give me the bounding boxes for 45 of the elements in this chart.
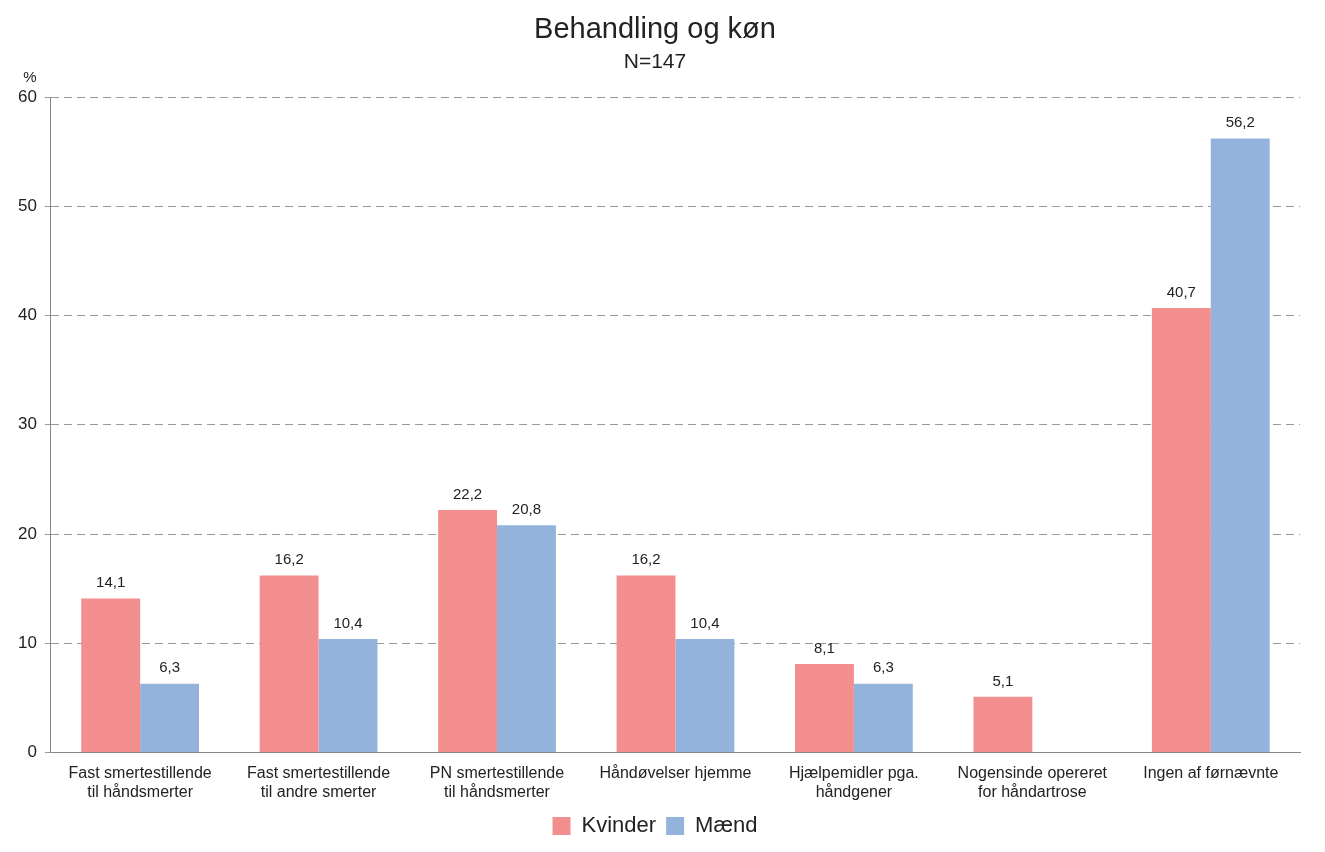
bar	[675, 638, 735, 753]
x-tick-label: Nogensinde opereret for håndartrose	[957, 763, 1108, 800]
data-label: 22,2	[452, 484, 483, 502]
y-tick-label: 50	[17, 195, 37, 215]
x-tick-label: Fast smertestillende til andre smerter	[246, 763, 391, 800]
legend-label: Mænd	[695, 812, 758, 838]
data-label: 5,1	[992, 671, 1014, 689]
chart-subtitle: N=147	[623, 49, 687, 73]
bar	[318, 638, 378, 753]
data-label: 10,4	[333, 613, 363, 631]
data-label: 16,2	[274, 550, 304, 568]
data-label: 20,8	[511, 499, 542, 517]
legend-label: Kvinder	[581, 812, 657, 838]
bar	[81, 598, 141, 753]
x-tick-label: PN smertestillende til håndsmerter	[429, 763, 565, 800]
data-label: 6,3	[872, 658, 894, 676]
chart-title: Behandling og køn	[534, 12, 776, 45]
data-label: 14,1	[96, 573, 126, 591]
bar	[438, 510, 498, 753]
bar	[795, 664, 854, 753]
data-label: 6,3	[159, 658, 180, 676]
x-tick-label: Hjælpemidler pga. håndgener	[788, 763, 919, 800]
bar	[1151, 307, 1211, 753]
y-tick-label: 60	[17, 86, 37, 106]
x-tick-label: Håndøvelser hjemme	[599, 763, 752, 781]
bar	[497, 525, 556, 753]
data-label: 56,2	[1225, 113, 1255, 131]
bar	[140, 683, 200, 753]
data-label: 16,2	[631, 550, 661, 568]
y-axis-title: %	[23, 67, 37, 85]
bar	[259, 575, 319, 753]
y-tick-label: 10	[17, 633, 37, 653]
data-label: 8,1	[814, 638, 835, 656]
y-tick-label: 30	[17, 414, 37, 434]
data-label: 40,7	[1166, 282, 1196, 300]
y-tick-label: 0	[27, 742, 37, 762]
bar	[1210, 138, 1270, 753]
x-tick-label: Ingen af førnævnte	[1143, 763, 1279, 781]
data-label: 10,4	[690, 613, 720, 631]
bar	[616, 575, 676, 753]
x-tick-label: Fast smertestillende til håndsmerter	[68, 763, 212, 800]
bar	[973, 696, 1033, 753]
y-tick-label: 20	[17, 523, 37, 543]
y-tick-label: 40	[17, 305, 37, 325]
bar	[853, 683, 913, 753]
